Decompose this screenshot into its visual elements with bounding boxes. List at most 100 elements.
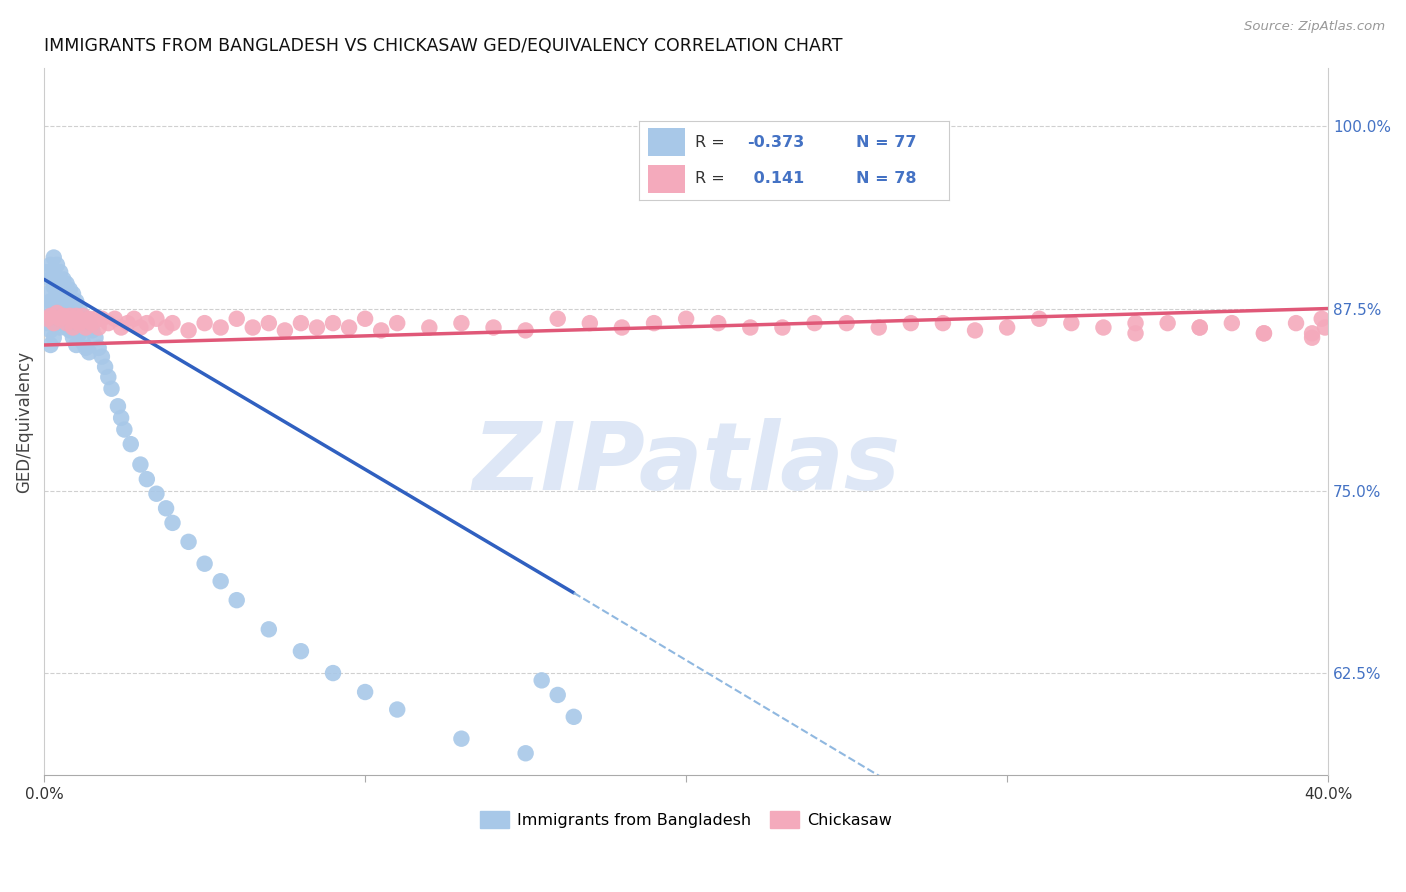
Point <box>52 311 75 326</box>
Point <box>450 731 472 746</box>
Point <box>120 437 142 451</box>
Point <box>274 323 297 337</box>
Point <box>305 320 328 334</box>
Point <box>97 316 120 330</box>
Point <box>87 341 110 355</box>
Point <box>515 746 537 760</box>
Point <box>55 277 77 291</box>
Point <box>67 301 90 316</box>
Point <box>225 311 247 326</box>
Point <box>77 345 100 359</box>
Point <box>82 323 104 337</box>
Point <box>42 311 65 326</box>
Point <box>1092 320 1115 334</box>
Point <box>110 320 132 334</box>
Point <box>39 294 62 309</box>
Point <box>72 309 94 323</box>
Bar <box>648 128 686 156</box>
Point <box>209 320 232 334</box>
Text: ZIPatlas: ZIPatlas <box>472 418 900 510</box>
Point <box>1285 316 1308 330</box>
Point <box>145 311 167 326</box>
Point <box>675 311 697 326</box>
Y-axis label: GED/Equivalency: GED/Equivalency <box>15 351 32 492</box>
Point <box>49 301 72 316</box>
Text: N = 78: N = 78 <box>856 171 917 186</box>
Point <box>107 399 129 413</box>
Bar <box>648 165 686 194</box>
Point <box>562 710 585 724</box>
Point <box>72 335 94 350</box>
Point <box>354 685 377 699</box>
Point <box>39 258 62 272</box>
Point <box>75 341 97 355</box>
Point <box>42 316 65 330</box>
Point <box>52 272 75 286</box>
Point <box>579 316 602 330</box>
Point <box>707 316 730 330</box>
Text: N = 77: N = 77 <box>856 135 917 150</box>
Point <box>72 309 94 323</box>
Point <box>1310 311 1333 326</box>
Point <box>610 320 633 334</box>
Point <box>55 297 77 311</box>
Point <box>387 702 409 716</box>
Point <box>110 411 132 425</box>
Point <box>418 320 440 334</box>
Point <box>59 309 82 323</box>
Point <box>1313 320 1336 334</box>
Point <box>290 316 312 330</box>
Point <box>162 316 184 330</box>
Point <box>450 316 472 330</box>
Point <box>100 382 122 396</box>
Point <box>104 311 127 326</box>
Point <box>39 309 62 323</box>
Point <box>42 279 65 293</box>
Point <box>52 291 75 305</box>
Point <box>37 301 59 316</box>
Point <box>1253 326 1275 341</box>
Point <box>1125 316 1147 330</box>
Point <box>337 320 360 334</box>
Point <box>39 309 62 323</box>
Point <box>547 311 569 326</box>
Point <box>932 316 955 330</box>
Point <box>322 666 344 681</box>
Point <box>257 316 280 330</box>
Point <box>67 326 90 341</box>
Point <box>75 311 97 326</box>
Point <box>62 320 84 334</box>
Point <box>135 316 157 330</box>
Point <box>46 291 69 305</box>
Text: R =: R = <box>695 171 724 186</box>
Point <box>547 688 569 702</box>
Point <box>75 320 97 334</box>
Point <box>1156 316 1178 330</box>
Point <box>59 301 82 316</box>
Point <box>145 487 167 501</box>
Point <box>835 316 858 330</box>
Point <box>55 316 77 330</box>
Point <box>37 316 59 330</box>
Point <box>643 316 665 330</box>
Text: IMMIGRANTS FROM BANGLADESH VS CHICKASAW GED/EQUIVALENCY CORRELATION CHART: IMMIGRANTS FROM BANGLADESH VS CHICKASAW … <box>44 37 842 55</box>
Point <box>39 323 62 337</box>
Point <box>42 251 65 265</box>
Point <box>46 272 69 286</box>
Point <box>155 501 177 516</box>
Point <box>194 316 217 330</box>
Point <box>49 320 72 334</box>
Point <box>1188 320 1211 334</box>
Point <box>62 309 84 323</box>
Point <box>84 311 107 326</box>
Point <box>42 297 65 311</box>
Point <box>177 323 200 337</box>
Point <box>97 370 120 384</box>
Point <box>82 316 104 330</box>
Point <box>1125 326 1147 341</box>
Point <box>90 350 112 364</box>
Point <box>37 265 59 279</box>
Point <box>39 338 62 352</box>
Point <box>1060 316 1083 330</box>
Point <box>39 272 62 286</box>
